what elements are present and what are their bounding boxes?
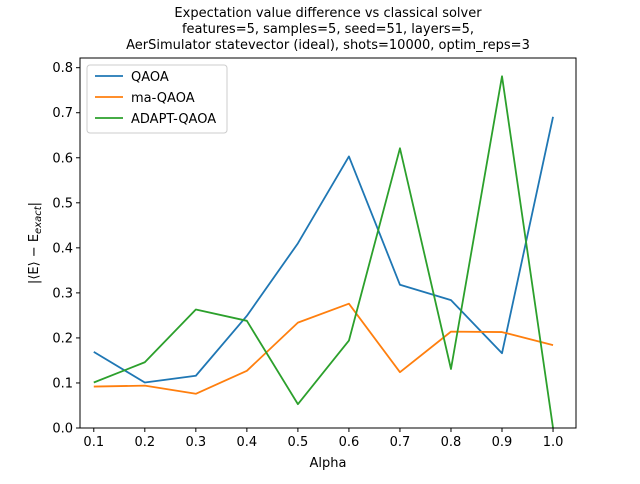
y-tick-label-1: 0.1	[52, 376, 73, 391]
y-tick-label-2: 0.2	[52, 331, 73, 346]
y-tick-label-7: 0.7	[52, 106, 73, 121]
y-tick-label-3: 0.3	[52, 286, 73, 301]
y-tick-label-6: 0.6	[52, 151, 73, 166]
x-tick-label-0: 0.1	[83, 435, 104, 450]
chart-title: Expectation value difference vs classica…	[126, 6, 530, 53]
y-axis-label-main: |⟨E⟩ − E	[27, 234, 42, 284]
x-tick-label-1: 0.2	[134, 435, 155, 450]
x-tick-label-6: 0.7	[390, 435, 411, 450]
legend-label-2: ADAPT-QAOA	[131, 112, 216, 127]
x-axis-label: Alpha	[310, 456, 347, 471]
y-tick-label-8: 0.8	[52, 61, 73, 76]
legend: QAOA ma-QAOA ADAPT-QAOA	[87, 65, 227, 133]
chart-title-line-1: Expectation value difference vs classica…	[174, 6, 482, 21]
chart-title-line-3: AerSimulator statevector (ideal), shots=…	[126, 38, 530, 53]
x-tick-label-8: 0.9	[492, 435, 513, 450]
legend-label-1: ma-QAOA	[131, 91, 195, 106]
x-tick-label-7: 0.8	[441, 435, 462, 450]
x-tick-label-4: 0.5	[288, 435, 309, 450]
y-tick-label-5: 0.5	[52, 196, 73, 211]
y-tick-label-0: 0.0	[52, 422, 73, 437]
legend-label-0: QAOA	[131, 70, 169, 85]
y-tick-label-4: 0.4	[52, 241, 73, 256]
y-axis-label-subscript: exact	[33, 205, 44, 234]
chart-title-line-2: features=5, samples=5, seed=51, layers=5…	[182, 22, 474, 37]
y-axis-label-end: |	[27, 202, 42, 206]
x-tick-label-2: 0.3	[185, 435, 206, 450]
x-tick-label-5: 0.6	[339, 435, 360, 450]
x-tick-label-3: 0.4	[237, 435, 258, 450]
x-tick-label-9: 1.0	[543, 435, 564, 450]
